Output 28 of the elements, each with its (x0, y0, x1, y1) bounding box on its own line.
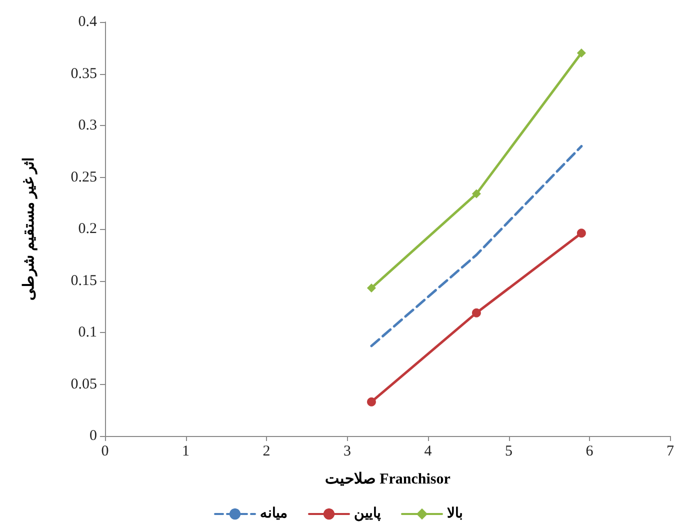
y-tick-label: 0.1 (78, 324, 97, 340)
point (472, 308, 481, 318)
x-tick-label: 4 (424, 444, 432, 460)
x-tick-label: 0 (101, 444, 109, 460)
legend-label: پایین (354, 506, 381, 522)
point (576, 228, 586, 238)
y-axis-title: اثر غیر مستقیم شرطی (22, 157, 38, 301)
x-tick-label: 6 (586, 444, 594, 460)
x-tick-label: 3 (344, 444, 351, 460)
x-tick-label: 7 (666, 444, 674, 460)
y-tick-label: 0.35 (70, 66, 97, 82)
point (472, 189, 481, 198)
y-tick-label: 0.25 (70, 169, 97, 186)
point (366, 397, 376, 406)
y-tick-label: 0.05 (70, 376, 97, 392)
point (576, 48, 586, 58)
x-tick-label: 5 (505, 444, 512, 460)
x-axis-title: صلاحیت Franchisor (324, 472, 451, 488)
y-tick-label: 0 (90, 428, 97, 444)
x-tick-label: 2 (262, 444, 270, 460)
y-tick-label: 0.2 (78, 221, 97, 237)
y-tick-label: 0.15 (70, 272, 97, 289)
legend-label: میانه (260, 506, 288, 522)
y-tick-label: 0.4 (78, 14, 98, 30)
y-tick-label: 0.3 (78, 118, 97, 134)
legend-label: بالا (447, 506, 463, 522)
point (366, 283, 376, 292)
x-tick-label: 1 (182, 444, 190, 460)
